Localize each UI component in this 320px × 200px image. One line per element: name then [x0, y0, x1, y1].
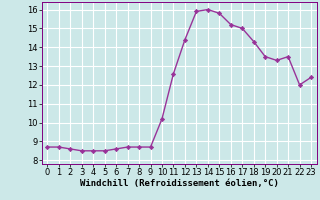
X-axis label: Windchill (Refroidissement éolien,°C): Windchill (Refroidissement éolien,°C) [80, 179, 279, 188]
